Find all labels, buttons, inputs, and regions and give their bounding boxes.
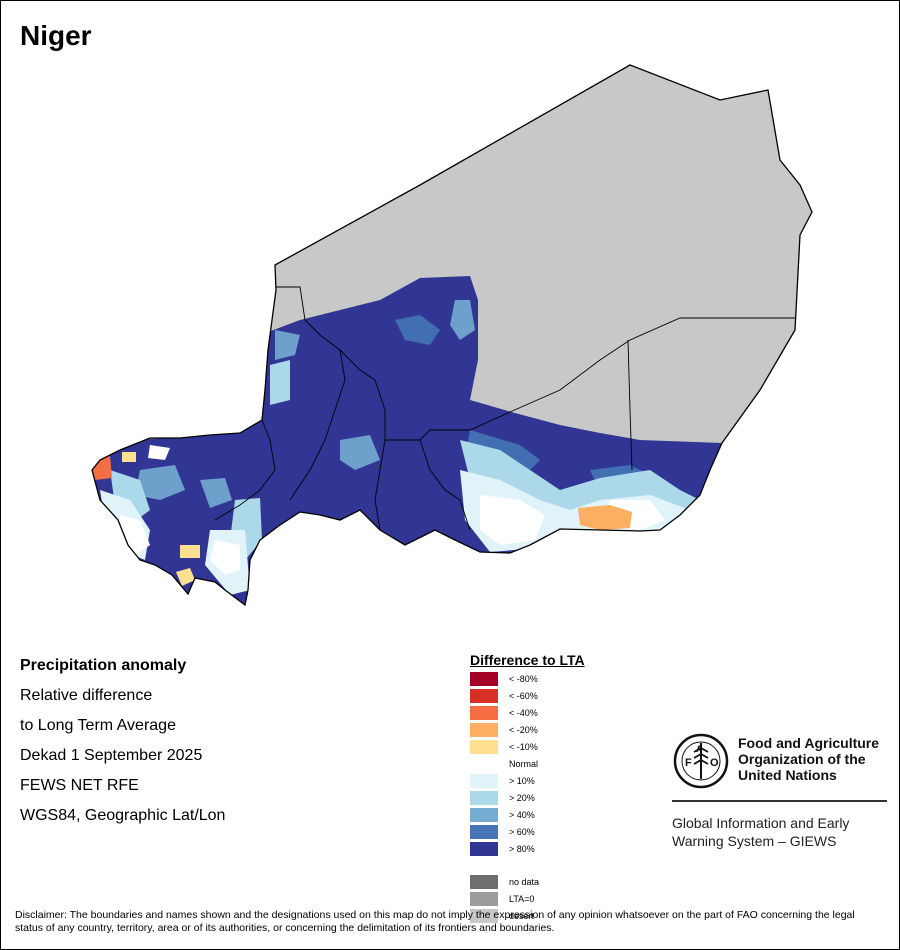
info-heading: Precipitation anomaly	[20, 657, 187, 674]
legend-label: > 20%	[509, 793, 535, 803]
legend-label: no data	[509, 877, 540, 887]
legend-swatch	[470, 875, 498, 889]
legend-label: > 10%	[509, 776, 535, 786]
fao-divider	[672, 800, 887, 802]
legend-swatch	[470, 842, 498, 856]
anomaly-raster	[92, 65, 812, 605]
legend-swatch	[470, 706, 498, 720]
legend-swatch	[470, 689, 498, 703]
region-boundaries	[214, 286, 795, 531]
legend-swatch	[470, 909, 498, 923]
giews-line2: Warning System – GIEWS	[672, 833, 837, 849]
disclaimer: Disclaimer: The boundaries and names sho…	[15, 909, 855, 934]
legend-swatch	[470, 808, 498, 822]
legend-swatch	[470, 892, 498, 906]
svg-text:A: A	[696, 744, 703, 754]
anomaly-below-10	[122, 452, 200, 586]
fao-organization-name: Food and Agriculture Organization of the…	[738, 735, 898, 783]
fao-logo-block: F O A Food and Agriculture Organization …	[672, 732, 887, 849]
legend-label: desert	[509, 911, 535, 921]
legend-label: < -20%	[509, 725, 538, 735]
legend-label: > 40%	[509, 810, 535, 820]
legend-swatch	[470, 791, 498, 805]
legend-swatch	[470, 740, 498, 754]
legend-label: > 80%	[509, 844, 535, 854]
info-source: FEWS NET RFE	[20, 777, 139, 794]
anomaly-below-20	[578, 505, 632, 530]
info-date: Dekad 1 September 2025	[20, 747, 203, 764]
info-line1: Relative difference	[20, 687, 153, 704]
giews-line1: Global Information and Early	[672, 815, 850, 831]
map-title: Niger	[20, 20, 92, 51]
svg-text:O: O	[710, 757, 719, 769]
legend-label: Normal	[509, 759, 539, 769]
legend-swatch	[470, 672, 498, 686]
legend-swatch	[470, 825, 498, 839]
fao-org-line2: Organization of the	[738, 751, 866, 767]
svg-text:F: F	[685, 757, 692, 769]
legend-swatch	[470, 774, 498, 788]
giews-name: Global Information and Early Warning Sys…	[672, 814, 887, 850]
niger-map	[91, 64, 813, 607]
legend-label: LTA=0	[509, 894, 535, 904]
fao-emblem-icon: F O A	[673, 733, 729, 789]
anomaly-above-40	[135, 300, 475, 508]
legend-label: > 60%	[509, 827, 535, 837]
legend-title: Difference to LTA	[470, 652, 585, 668]
legend-swatch	[470, 723, 498, 737]
info-projection: WGS84, Geographic Lat/Lon	[20, 807, 226, 824]
fao-org-line3: United Nations	[738, 767, 837, 783]
legend-label: < -10%	[509, 742, 538, 752]
legend-label: < -40%	[509, 708, 538, 718]
info-line2: to Long Term Average	[20, 717, 176, 734]
legend-label: < -60%	[509, 691, 538, 701]
map-info: Precipitation anomaly Relative differenc…	[20, 656, 225, 836]
fao-org-line1: Food and Agriculture	[738, 735, 880, 751]
legend-label: < -80%	[509, 674, 538, 684]
legend: Difference to LTA < -80% < -60% < -40% < -2…	[470, 652, 585, 923]
country-border	[91, 64, 813, 607]
